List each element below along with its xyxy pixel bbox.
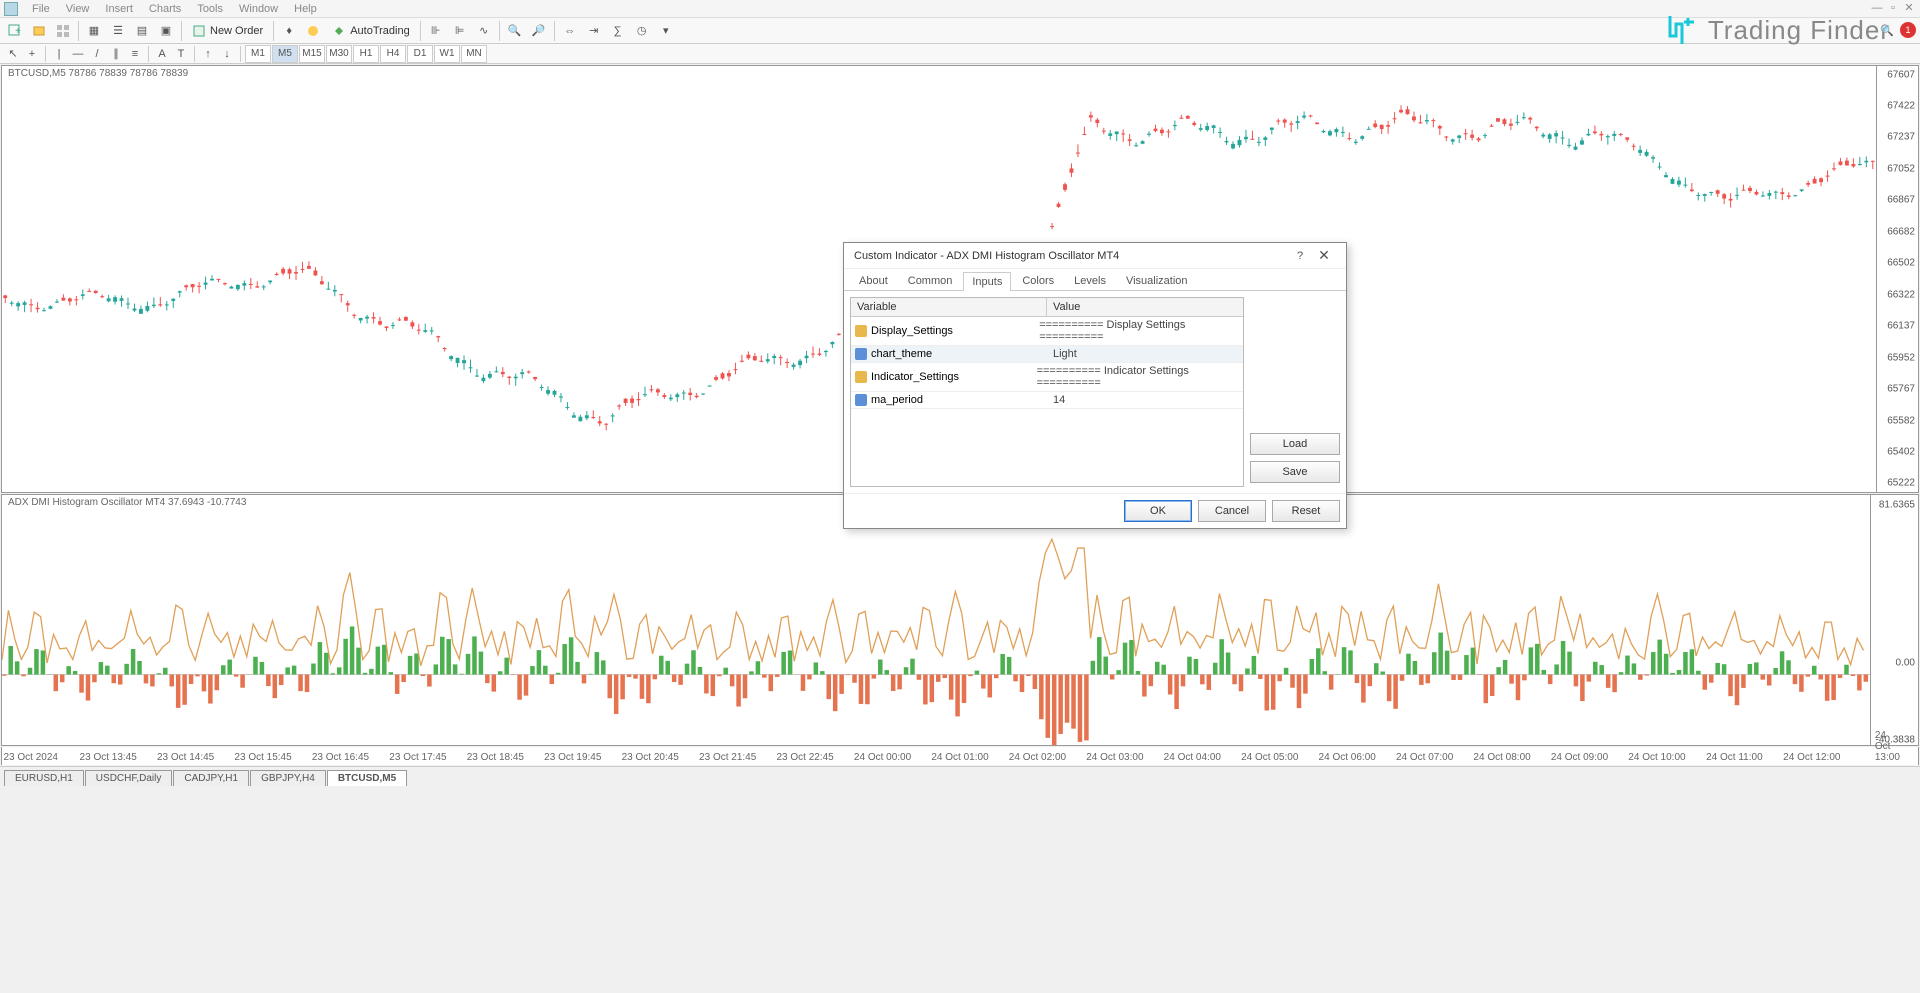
menu-bar: File View Insert Charts Tools Window Hel… — [0, 0, 1920, 18]
dialog-title: Custom Indicator - ADX DMI Histogram Osc… — [854, 250, 1119, 262]
expert-advisor-icon[interactable]: ♦ — [278, 20, 300, 42]
ok-button[interactable]: OK — [1124, 500, 1192, 522]
navigator-icon[interactable]: ☰ — [107, 20, 129, 42]
terminal-icon[interactable]: ▤ — [131, 20, 153, 42]
profiles-icon[interactable] — [28, 20, 50, 42]
timeframe-H1[interactable]: H1 — [353, 45, 379, 63]
label-icon[interactable]: T — [172, 45, 190, 63]
arrow-down-icon[interactable]: ↓ — [218, 45, 236, 63]
save-button[interactable]: Save — [1250, 461, 1340, 483]
dialog-close-icon[interactable]: ✕ — [1312, 247, 1336, 264]
tab-CADJPY-H1[interactable]: CADJPY,H1 — [173, 770, 249, 786]
timeframe-M30[interactable]: M30 — [326, 45, 352, 63]
dialog-tab-inputs[interactable]: Inputs — [963, 272, 1011, 291]
branding: Trading Finder — [1664, 12, 1890, 48]
tab-BTCUSD-M5[interactable]: BTCUSD,M5 — [327, 770, 407, 786]
channel-icon[interactable]: ∥ — [107, 45, 125, 63]
timeframe-M5[interactable]: M5 — [272, 45, 298, 63]
dialog-tab-levels[interactable]: Levels — [1065, 271, 1115, 290]
window-close-icon[interactable]: ✕ — [1902, 3, 1916, 15]
arrow-up-icon[interactable]: ↑ — [199, 45, 217, 63]
grid-header-variable: Variable — [851, 298, 1047, 316]
tab-EURUSD-H1[interactable]: EURUSD,H1 — [4, 770, 84, 786]
time-axis: 23 Oct 202423 Oct 13:4523 Oct 14:4523 Oc… — [1, 747, 1919, 765]
hline-icon[interactable]: — — [69, 45, 87, 63]
new-chart-icon[interactable]: + — [4, 20, 26, 42]
load-button[interactable]: Load — [1250, 433, 1340, 455]
timeframe-M15[interactable]: M15 — [299, 45, 325, 63]
indicators-icon[interactable]: ∑ — [607, 20, 629, 42]
grid-row[interactable]: chart_themeLight — [851, 346, 1243, 363]
vline-icon[interactable]: | — [50, 45, 68, 63]
dialog-tab-about[interactable]: About — [850, 271, 897, 290]
dialog-tab-colors[interactable]: Colors — [1013, 271, 1063, 290]
menu-window[interactable]: Window — [231, 3, 286, 15]
grid-row[interactable]: Indicator_Settings========== Indicator S… — [851, 363, 1243, 392]
timeframe-H4[interactable]: H4 — [380, 45, 406, 63]
candle-chart-icon[interactable]: ⊫ — [449, 20, 471, 42]
trendline-icon[interactable]: / — [88, 45, 106, 63]
scroll-icon[interactable]: ⇔ — [559, 20, 581, 42]
search-icon[interactable]: 🔍 — [1880, 24, 1894, 37]
menu-insert[interactable]: Insert — [97, 3, 141, 15]
menu-tools[interactable]: Tools — [189, 3, 231, 15]
menu-help[interactable]: Help — [286, 3, 325, 15]
text-icon[interactable]: A — [153, 45, 171, 63]
brand-icon — [1664, 12, 1700, 48]
zoom-out-icon[interactable]: 🔎 — [528, 20, 550, 42]
menu-view[interactable]: View — [58, 3, 98, 15]
inputs-grid[interactable]: Variable Value Display_Settings=========… — [850, 297, 1244, 487]
timeframe-W1[interactable]: W1 — [434, 45, 460, 63]
indicator-dialog: Custom Indicator - ADX DMI Histogram Osc… — [843, 242, 1347, 529]
fibo-icon[interactable]: ≡ — [126, 45, 144, 63]
timeframe-M1[interactable]: M1 — [245, 45, 271, 63]
tab-GBPJPY-H4[interactable]: GBPJPY,H4 — [250, 770, 326, 786]
dialog-help-icon[interactable]: ? — [1288, 250, 1312, 262]
grid-icon[interactable] — [52, 20, 74, 42]
brand-text: Trading Finder — [1708, 15, 1890, 46]
cancel-button[interactable]: Cancel — [1198, 500, 1266, 522]
periodicity-icon[interactable]: ◷ — [631, 20, 653, 42]
strategy-tester-icon[interactable]: ▣ — [155, 20, 177, 42]
timeframe-D1[interactable]: D1 — [407, 45, 433, 63]
grid-row[interactable]: Display_Settings========== Display Setti… — [851, 317, 1243, 346]
line-chart-icon[interactable]: ∿ — [473, 20, 495, 42]
reset-button[interactable]: Reset — [1272, 500, 1340, 522]
timeframe-MN[interactable]: MN — [461, 45, 487, 63]
indicator-panel[interactable]: ADX DMI Histogram Oscillator MT4 37.6943… — [1, 494, 1919, 746]
svg-text:+: + — [15, 26, 21, 37]
price-axis: 6760767422672376705266867666826650266322… — [1876, 66, 1918, 492]
zoom-in-icon[interactable]: 🔍 — [504, 20, 526, 42]
templates-icon[interactable]: ▾ — [655, 20, 677, 42]
notification-badge[interactable]: 1 — [1900, 22, 1916, 38]
app-icon — [4, 2, 18, 16]
new-order-button[interactable]: New Order — [186, 20, 269, 42]
tab-USDCHF-Daily[interactable]: USDCHF,Daily — [85, 770, 173, 786]
chart-tabs: EURUSD,H1USDCHF,DailyCADJPY,H1GBPJPY,H4B… — [0, 766, 1920, 786]
indicator-axis: 81.6365 0.00 -40.3838 — [1870, 495, 1918, 745]
menu-file[interactable]: File — [24, 3, 58, 15]
indicator-canvas — [2, 507, 1870, 757]
shift-icon[interactable]: ⇥ — [583, 20, 605, 42]
grid-header-value: Value — [1047, 298, 1086, 316]
bar-chart-icon[interactable]: ⊪ — [425, 20, 447, 42]
main-toolbar: + ▦ ☰ ▤ ▣ New Order ♦ AutoTrading ⊪ ⊫ ∿ … — [0, 18, 1920, 44]
autotrading-button[interactable]: AutoTrading — [326, 20, 416, 42]
grid-row[interactable]: ma_period14 — [851, 392, 1243, 409]
cursor-icon[interactable]: ↖ — [4, 45, 22, 63]
market-watch-icon[interactable]: ▦ — [83, 20, 105, 42]
draw-toolbar: ↖ + | — / ∥ ≡ A T ↑ ↓ M1M5M15M30H1H4D1W1… — [0, 44, 1920, 64]
dialog-tab-common[interactable]: Common — [899, 271, 962, 290]
menu-charts[interactable]: Charts — [141, 3, 189, 15]
crosshair-icon[interactable]: + — [23, 45, 41, 63]
signal-icon[interactable] — [302, 20, 324, 42]
dialog-tab-visualization[interactable]: Visualization — [1117, 271, 1197, 290]
